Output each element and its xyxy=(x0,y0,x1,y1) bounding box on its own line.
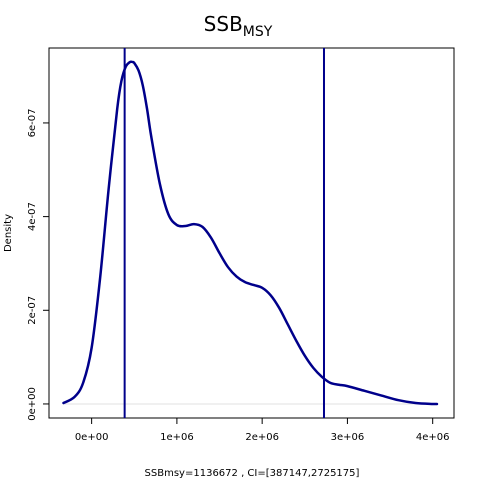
y-axis: 0e+00 2e-07 4e-07 6e-07 xyxy=(27,109,49,421)
y-tick-label: 2e-07 xyxy=(27,296,38,325)
x-tick-label: 3e+06 xyxy=(331,432,365,443)
density-curve xyxy=(62,60,439,406)
chart-title-subscript: MSY xyxy=(243,24,273,40)
y-tick-label: 0e+00 xyxy=(27,387,38,421)
y-axis-label: Density xyxy=(3,214,14,252)
plot-content xyxy=(62,48,439,418)
x-tick-label: 0e+00 xyxy=(75,432,109,443)
y-tick-label: 6e-07 xyxy=(27,109,38,138)
x-tick-label: 4e+06 xyxy=(416,432,450,443)
x-tick-label: 1e+06 xyxy=(160,432,194,443)
y-tick-label: 4e-07 xyxy=(27,202,38,231)
x-axis: 0e+00 1e+06 2e+06 3e+06 4e+06 xyxy=(75,418,450,443)
chart-title: SSBMSY xyxy=(204,12,273,40)
x-tick-label: 2e+06 xyxy=(245,432,279,443)
plot-area-frame xyxy=(48,47,455,419)
chart-title-main: SSB xyxy=(204,12,243,36)
x-axis-label: SSBmsy=1136672 , CI=[387147,2725175] xyxy=(145,468,360,479)
